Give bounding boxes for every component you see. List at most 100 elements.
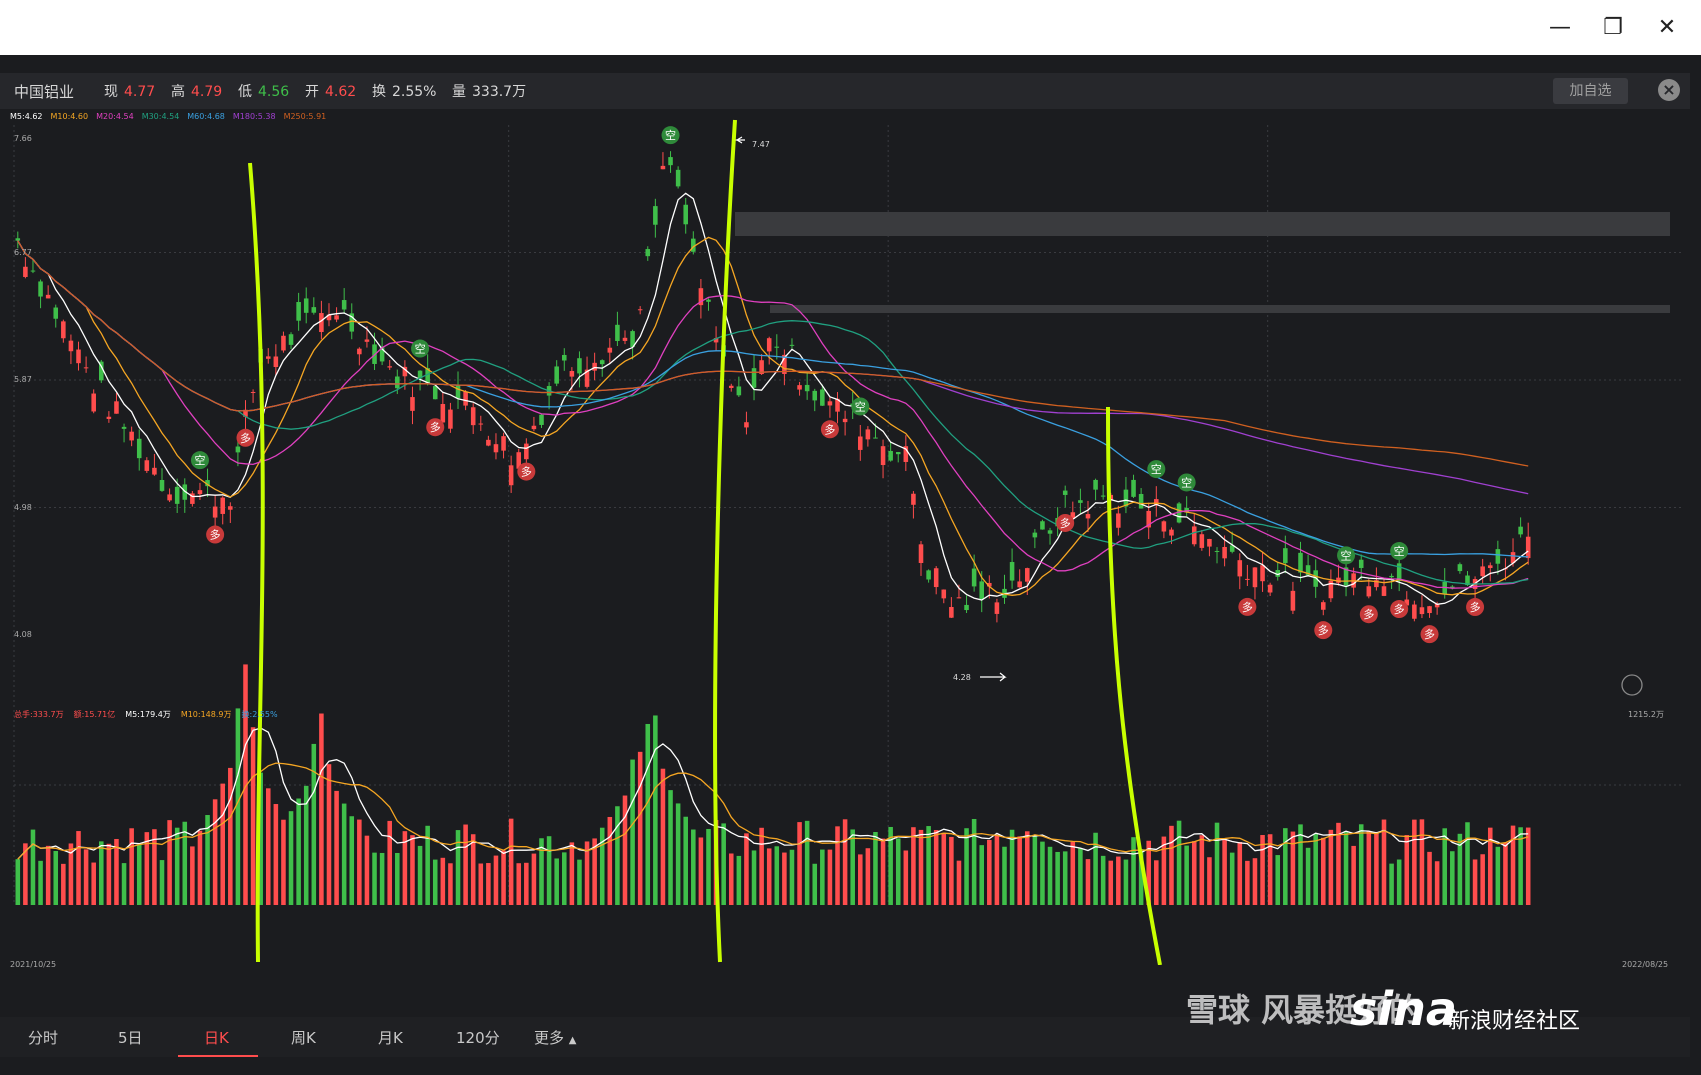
candle-body <box>106 416 112 419</box>
candle-body <box>1229 545 1235 552</box>
volume-bar <box>1374 831 1379 905</box>
candle-body <box>364 339 370 342</box>
candle-body <box>341 300 347 310</box>
buy-signal-label: 多 <box>210 528 221 542</box>
volume-bar <box>539 838 544 905</box>
volume-bar <box>1260 835 1265 905</box>
candle-body <box>15 238 21 241</box>
zoom-icon <box>1621 674 1643 696</box>
tab-weekly[interactable]: 周K <box>291 1029 316 1047</box>
volume-bar <box>395 852 400 905</box>
tab-monthly[interactable]: 月K <box>378 1029 403 1047</box>
tab-daily[interactable]: 日K <box>204 1029 229 1047</box>
volume-bar <box>197 830 203 905</box>
volume-bar <box>1078 848 1083 905</box>
candle-body <box>926 570 931 580</box>
ma60-line <box>17 240 1529 558</box>
volume-bar <box>144 832 150 905</box>
kline-chart[interactable]: 多多多多 多多多多 多多多 多空空空空空空空空 <box>0 55 1690 965</box>
volume-bar <box>501 850 506 905</box>
candle-body <box>243 409 248 417</box>
volume-bar <box>1062 851 1068 905</box>
candle-body <box>349 313 355 332</box>
candle-body <box>759 360 764 375</box>
volume-bar <box>190 846 195 905</box>
volume-bar <box>736 855 742 905</box>
trough-label: 4.28 <box>953 673 971 682</box>
candle-body <box>1305 565 1311 576</box>
candle-body <box>751 368 757 388</box>
volume-bar <box>804 820 810 905</box>
annotation-stroke <box>248 162 265 963</box>
ma20-line <box>17 240 1529 589</box>
candle-body <box>1154 499 1159 506</box>
candle-body <box>645 249 651 257</box>
volume-bar <box>782 852 787 905</box>
restore-button[interactable]: ❐ <box>1603 15 1623 40</box>
volume-legend-item: 换:2.55% <box>241 710 278 719</box>
volume-bar <box>1024 831 1030 905</box>
buy-signal-label: 多 <box>1394 602 1405 616</box>
volume-bar <box>432 859 438 905</box>
close-window-button[interactable]: ✕ <box>1657 15 1677 40</box>
buy-signal-label: 多 <box>1470 600 1481 614</box>
buy-signal-label: 多 <box>240 431 251 445</box>
candle-body <box>1457 564 1463 572</box>
tab-5day[interactable]: 5日 <box>118 1029 143 1047</box>
volume-bar <box>569 842 575 905</box>
candle-body <box>1298 552 1303 573</box>
volume-bar <box>258 772 263 905</box>
candle-body <box>205 480 210 487</box>
volume-bar <box>15 859 21 905</box>
sell-signal-icon <box>1177 473 1196 492</box>
candle-body <box>918 544 924 563</box>
volume-bar <box>76 831 81 905</box>
close-chart-icon[interactable]: × <box>1658 79 1680 101</box>
candle-body <box>417 370 423 379</box>
candle-body <box>1040 521 1045 530</box>
candle-body <box>1396 563 1402 582</box>
buy-signal-label: 多 <box>1060 516 1071 530</box>
volume-bar <box>106 843 112 905</box>
candle-body <box>949 607 954 618</box>
volume-bar <box>1351 845 1356 905</box>
candle-body <box>653 206 658 225</box>
volume-bar <box>1032 836 1038 905</box>
watermark-xueqiu: 雪球 风暴挺好的 <box>1186 991 1422 1029</box>
volume-legend-item: M10:148.9万 <box>180 710 232 719</box>
ma-legend: M5:4.62 M10:4.60 M20:4.54 M30:4.54 M60:4.68 M… <box>10 112 334 121</box>
candle-body <box>311 307 317 313</box>
tab-120min[interactable]: 120分 <box>456 1029 500 1047</box>
volume-bar <box>470 834 476 905</box>
candle-body <box>1085 514 1091 519</box>
candle-body <box>114 401 119 414</box>
volume-bar <box>410 835 415 905</box>
candle-body <box>804 384 810 392</box>
candle-body <box>159 480 165 491</box>
volume-bar <box>584 841 590 905</box>
buy-signal-icon <box>1420 625 1439 644</box>
volume-bar <box>1305 847 1311 905</box>
tab-intraday[interactable]: 分时 <box>28 1029 59 1047</box>
volume-legend-item: 额:15.71亿 <box>73 710 116 719</box>
volume-bar <box>721 823 726 905</box>
candle-body <box>296 302 301 321</box>
ma30-line <box>17 240 1529 585</box>
volume-bar <box>121 863 127 905</box>
minimize-button[interactable]: — <box>1549 15 1571 40</box>
volume-bar <box>243 664 248 905</box>
candle-body <box>508 465 514 486</box>
date-start-label: 2021/10/25 <box>10 960 57 969</box>
candle-body <box>858 436 863 450</box>
resistance-zone <box>735 212 1670 236</box>
volume-bar <box>372 852 377 905</box>
tab-more[interactable]: 更多 ▲ <box>534 1029 577 1047</box>
volume-bar <box>645 723 651 905</box>
add-watchlist-button[interactable]: 加自选 <box>1553 78 1628 104</box>
volume-legend-item: M5:179.4万 <box>125 710 171 719</box>
candle-body <box>1245 578 1250 580</box>
candle-body <box>1525 536 1531 559</box>
volume-bar <box>516 863 522 905</box>
volume-bar <box>1252 858 1258 905</box>
volume-bar <box>45 845 51 905</box>
